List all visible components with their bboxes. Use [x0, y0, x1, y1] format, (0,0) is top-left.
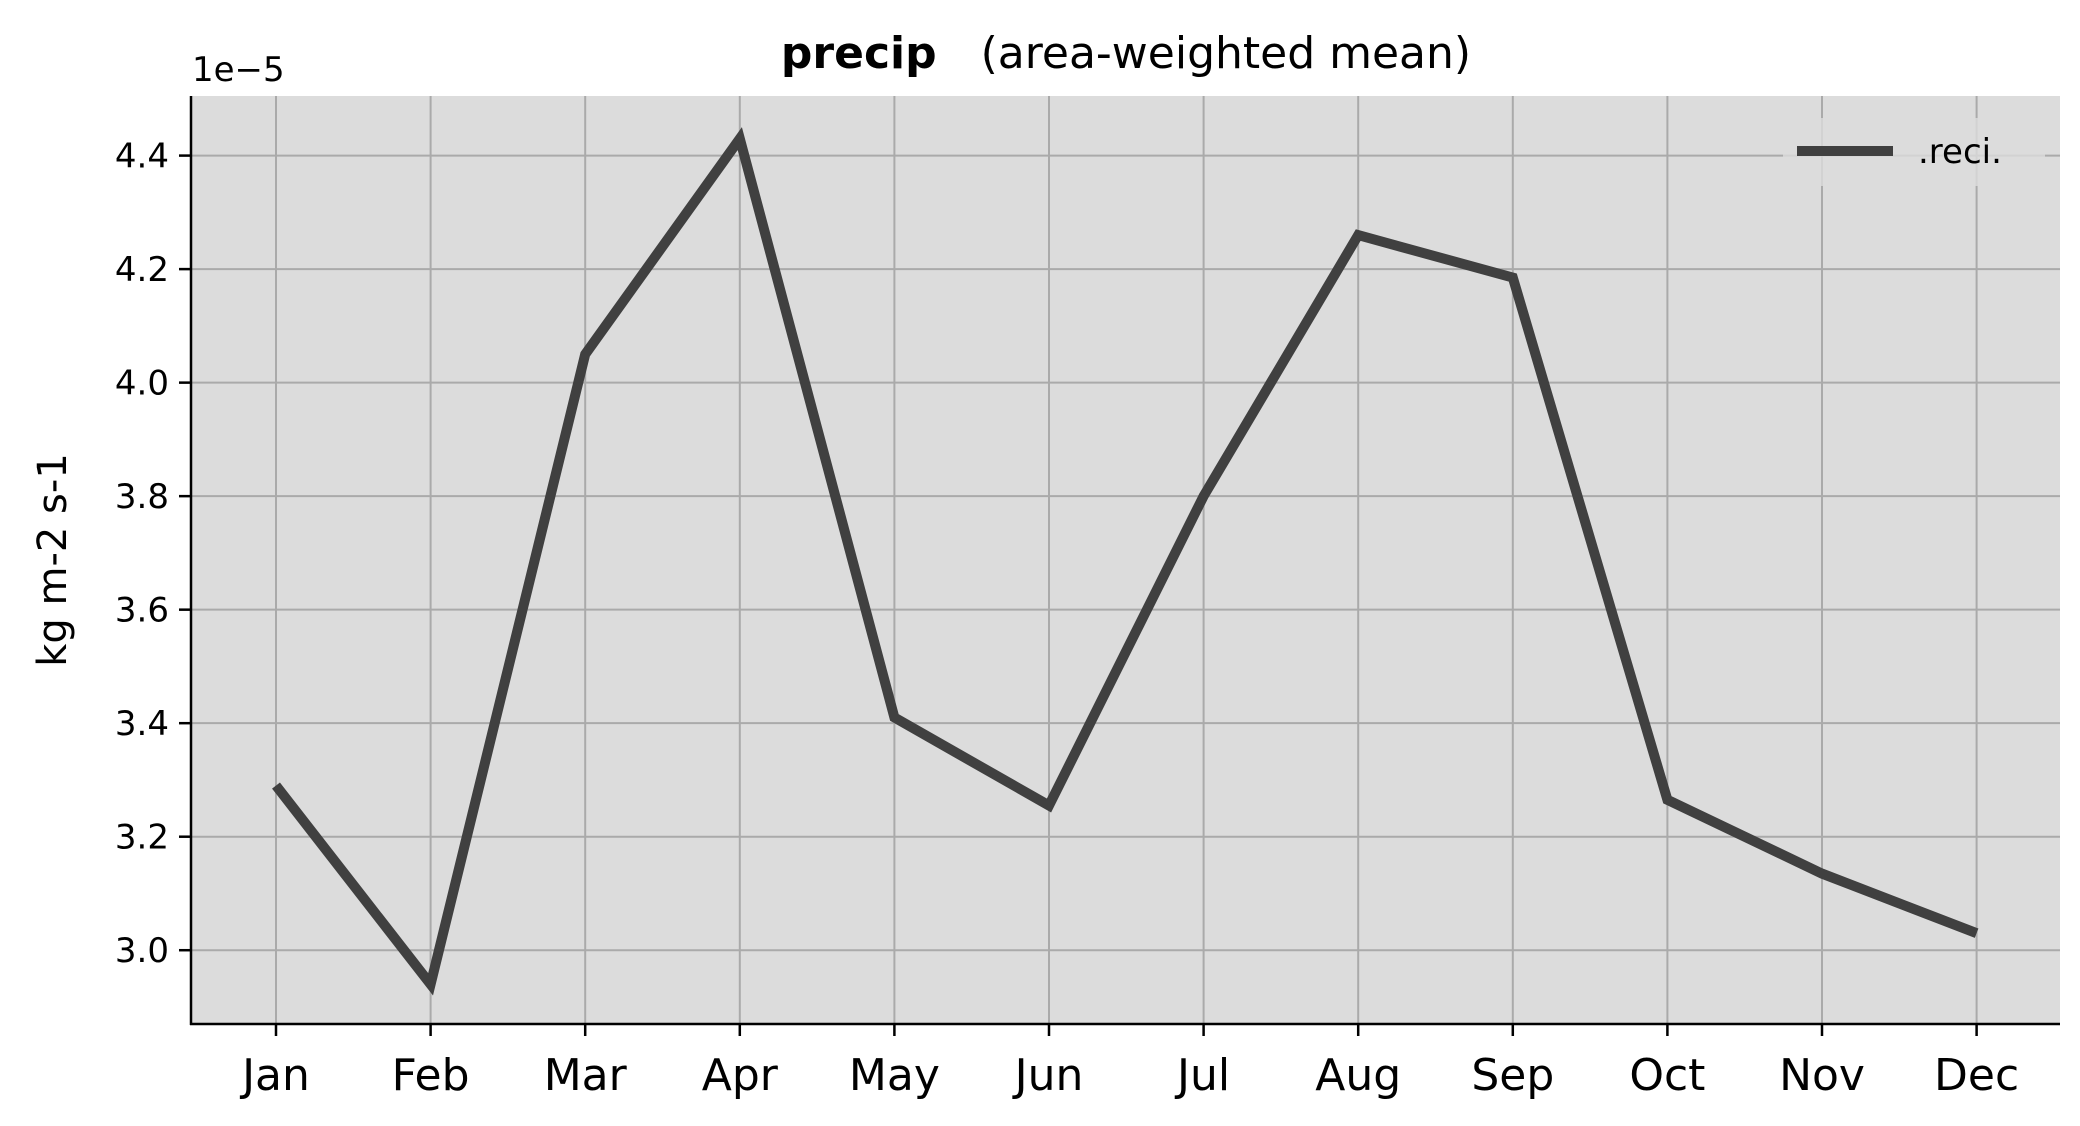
x-tick-label-may: May — [849, 1050, 940, 1101]
x-tick-label-nov: Nov — [1779, 1050, 1865, 1101]
y-tick-label: 4.2 — [115, 250, 169, 290]
x-tick-label-mar: Mar — [544, 1050, 628, 1101]
y-tick-label: 4.4 — [115, 137, 169, 177]
y-tick-label: 3.2 — [115, 818, 169, 858]
series-line-0 — [272, 127, 1979, 996]
legend: .reci. — [1783, 118, 2045, 186]
y-tick-label: 3.0 — [115, 931, 169, 971]
y-axis-multiplier: 1e−5 — [192, 50, 285, 90]
y-tick-label: 3.4 — [115, 704, 169, 744]
series — [272, 127, 1979, 996]
x-tick-label-aug: Aug — [1315, 1050, 1401, 1101]
tick-labels: Jan Feb Mar Apr May Jun Jul Aug Sep Oct Nov Dec 3.0 3… — [115, 137, 2019, 1101]
chart-title-sub: (area-weighted mean) — [981, 28, 1471, 79]
y-tick-label: 3.8 — [115, 477, 169, 517]
legend-label: .reci. — [1918, 132, 2002, 172]
x-tick-label-jan: Jan — [239, 1050, 310, 1101]
y-axis-label: kg m-2 s-1 — [30, 453, 76, 667]
x-tick-label-apr: Apr — [702, 1050, 779, 1101]
chart-title-main: precip — [781, 28, 937, 79]
plot-area — [191, 96, 2060, 1024]
x-tick-label-oct: Oct — [1629, 1050, 1705, 1101]
x-tick-label-jul: Jul — [1174, 1050, 1230, 1101]
y-tick-label: 4.0 — [115, 364, 169, 404]
axes — [189, 96, 2060, 1026]
legend-box — [1783, 118, 2045, 186]
x-tick-label-sep: Sep — [1471, 1050, 1554, 1101]
x-tick-label-dec: Dec — [1934, 1050, 2019, 1101]
chart-title: precip (area-weighted mean) — [781, 28, 1471, 79]
y-tick-label: 3.6 — [115, 591, 169, 631]
x-tick-label-feb: Feb — [392, 1050, 470, 1101]
x-tick-label-jun: Jun — [1012, 1050, 1084, 1101]
